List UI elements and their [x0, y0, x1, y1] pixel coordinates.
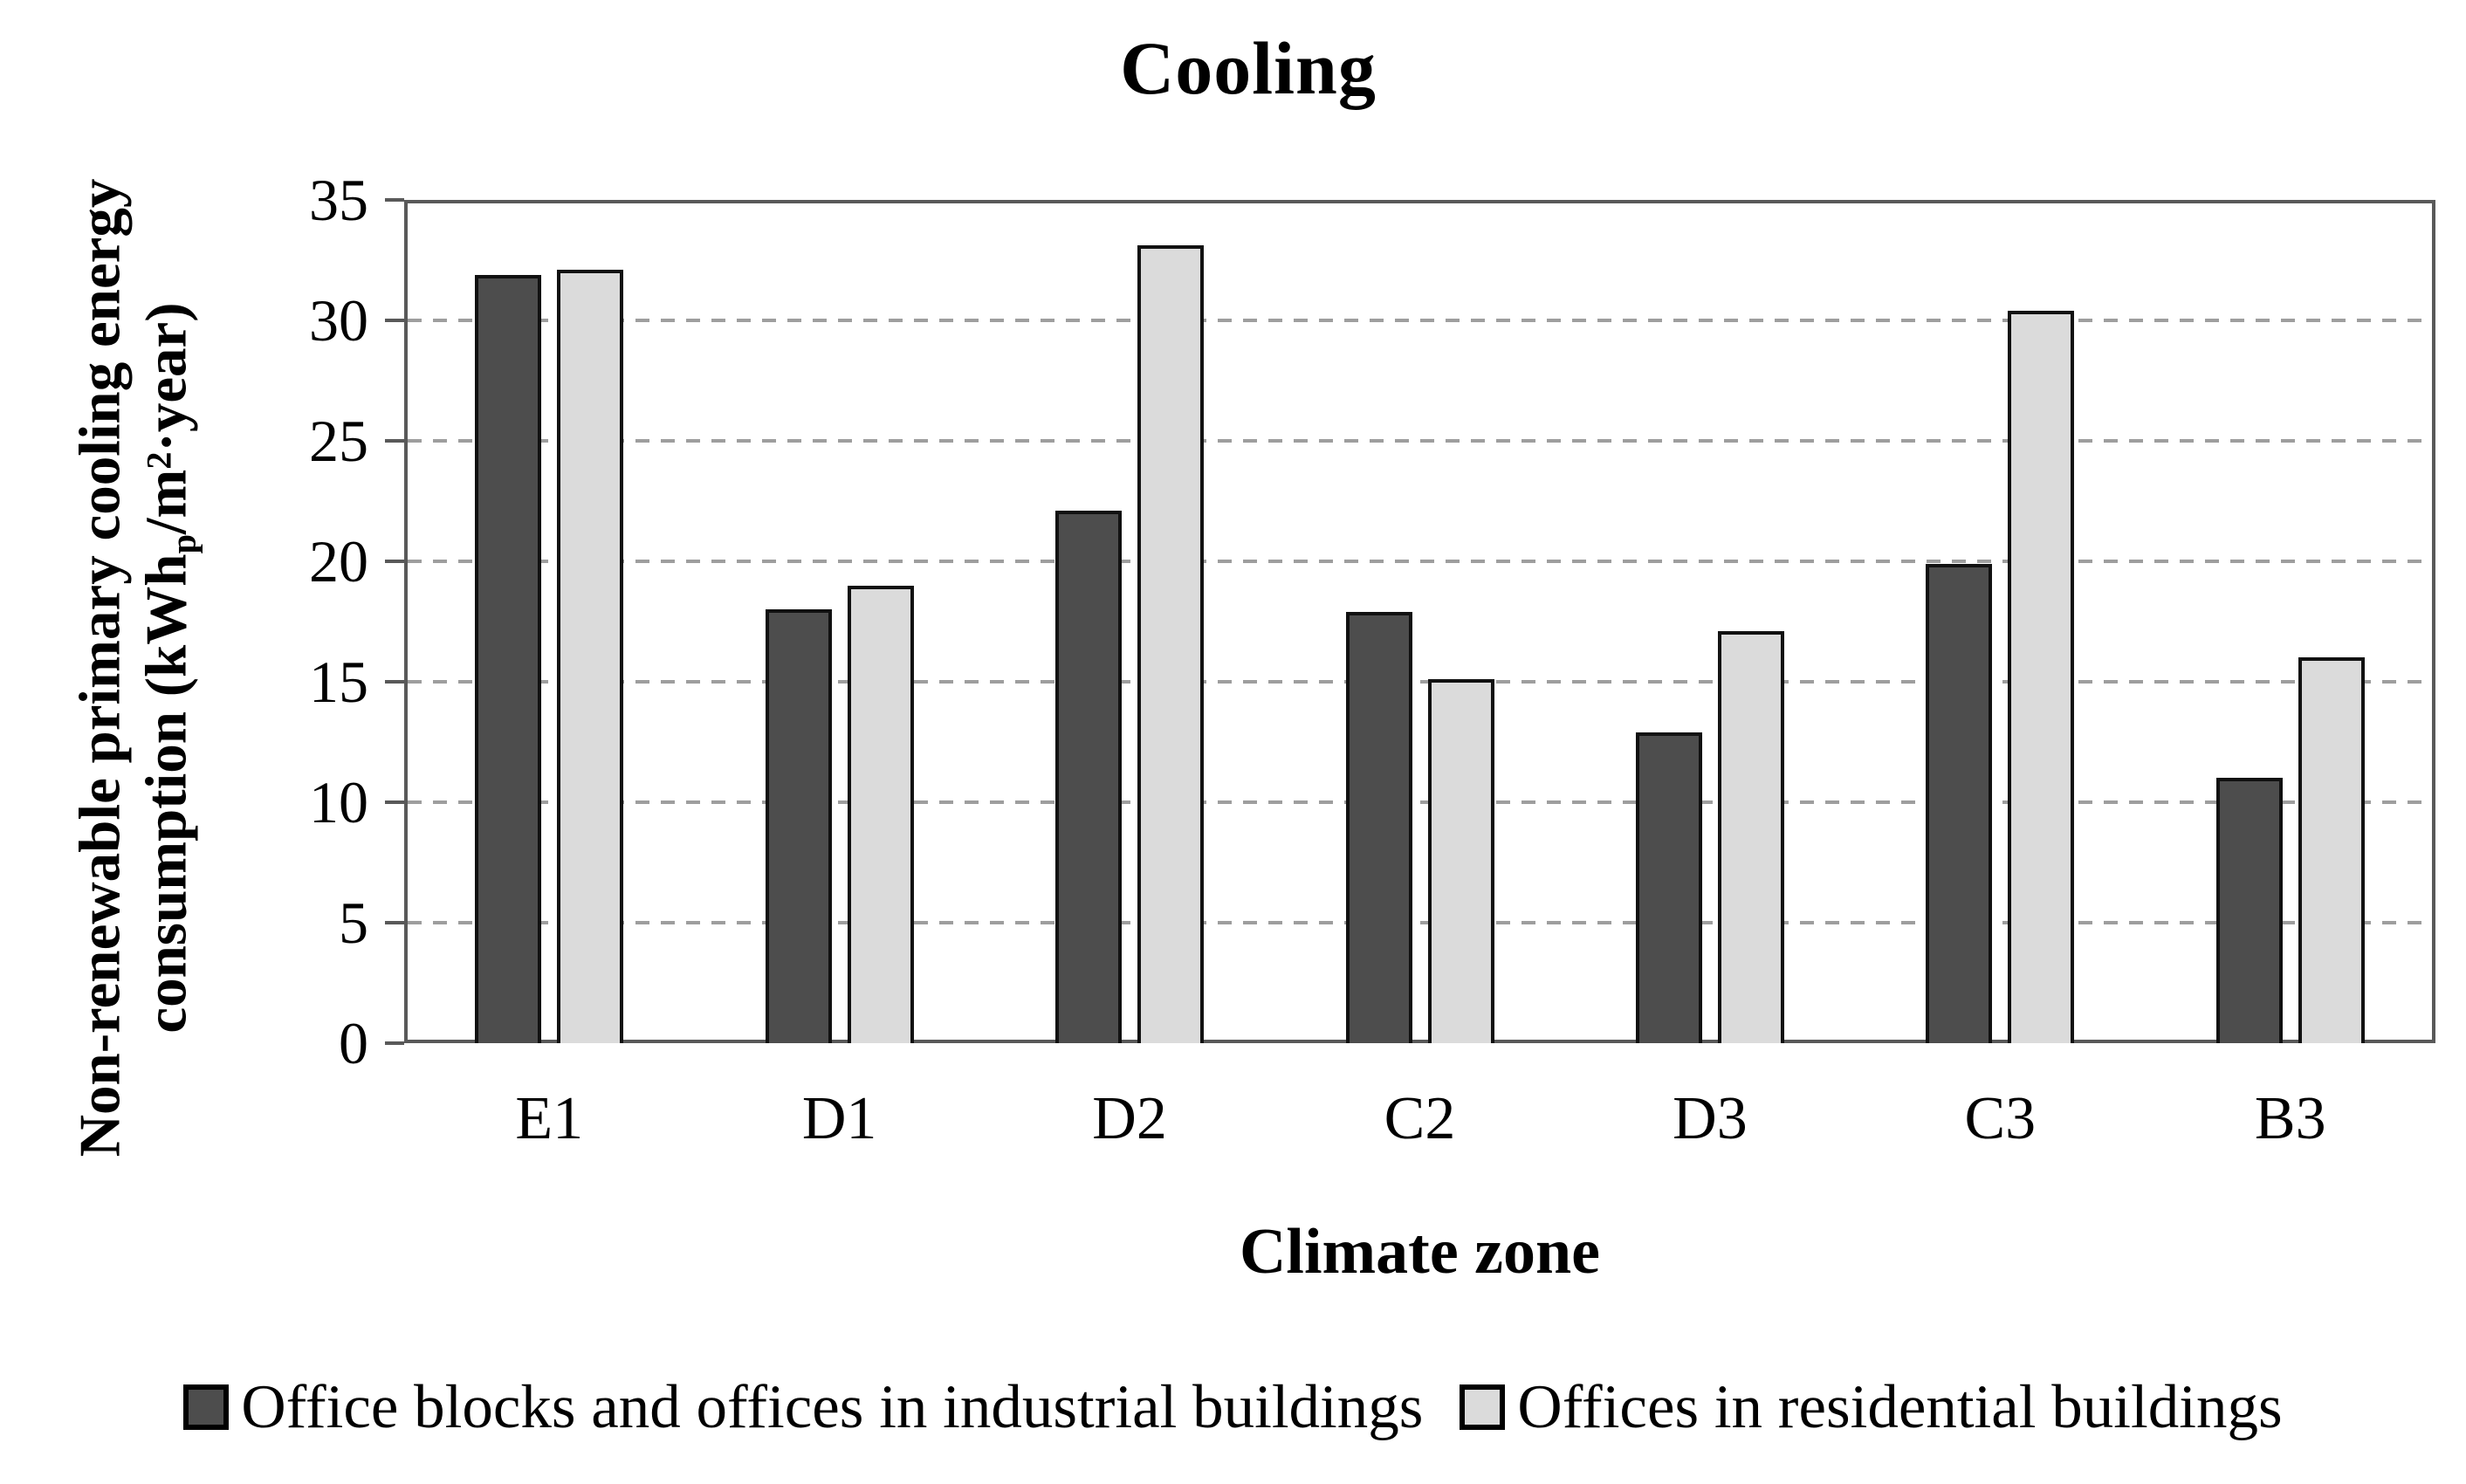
legend: Office blocks and offices in industrial …	[0, 1372, 2466, 1442]
y-gridline-15	[408, 680, 2432, 684]
x-tick-label-D2: D2	[1092, 1085, 1167, 1152]
y-tick-label-10: 10	[309, 769, 368, 835]
bar-C3-series1	[1926, 564, 1993, 1043]
y-tick-mark-10	[385, 800, 404, 804]
y-tick-mark-0	[385, 1041, 404, 1045]
y-tick-label-15: 15	[309, 649, 368, 715]
legend-swatch-series2	[1460, 1384, 1506, 1430]
y-tick-mark-30	[385, 319, 404, 322]
legend-label-series2: Offices in residential buildings	[1517, 1373, 2283, 1441]
legend-item-series1: Office blocks and offices in industrial …	[183, 1372, 1423, 1442]
bar-E1-series2	[557, 270, 624, 1043]
bar-D2-series1	[1055, 511, 1123, 1043]
y-axis-title-fragment: /m	[134, 469, 199, 535]
bar-C3-series2	[2008, 311, 2075, 1043]
bar-C2-series1	[1345, 612, 1412, 1043]
bar-D1-series1	[765, 609, 832, 1043]
legend-swatch-series1	[183, 1384, 230, 1430]
y-tick-label-30: 30	[309, 287, 368, 354]
y-gridline-10	[408, 800, 2432, 804]
y-tick-label-20: 20	[309, 528, 368, 594]
chart-title: Cooling	[1120, 26, 1377, 110]
x-tick-label-E1: E1	[515, 1085, 584, 1152]
y-tick-label-35: 35	[309, 167, 368, 233]
legend-item-series2: Offices in residential buildings	[1460, 1372, 2283, 1442]
y-tick-mark-35	[385, 198, 404, 202]
bar-B3-series2	[2298, 657, 2365, 1043]
y-gridline-25	[408, 439, 2432, 443]
y-tick-mark-15	[385, 680, 404, 684]
y-tick-label-25: 25	[309, 408, 368, 474]
y-tick-mark-5	[385, 921, 404, 924]
bar-E1-series1	[475, 275, 542, 1043]
y-gridline-20	[408, 560, 2432, 563]
x-axis-title: Climate zone	[1239, 1216, 1601, 1288]
bar-D3-series2	[1717, 631, 1784, 1043]
y-tick-label-5: 5	[339, 890, 368, 956]
x-tick-label-C3: C3	[1964, 1085, 2037, 1152]
x-tick-label-B3: B3	[2254, 1085, 2326, 1152]
y-tick-label-0: 0	[339, 1010, 368, 1076]
bar-D1-series2	[847, 586, 914, 1043]
bar-B3-series1	[2215, 778, 2283, 1043]
y-tick-mark-20	[385, 560, 404, 563]
y-tick-mark-25	[385, 439, 404, 443]
bar-D3-series1	[1635, 732, 1702, 1043]
x-tick-label-C2: C2	[1384, 1085, 1456, 1152]
x-tick-label-D1: D1	[801, 1085, 877, 1152]
y-gridline-30	[408, 319, 2432, 322]
y-axis-title-line1: Non-renewable primary cooling energy	[67, 178, 133, 1158]
bar-C2-series2	[1427, 679, 1494, 1043]
bar-D2-series2	[1137, 245, 1205, 1043]
y-gridline-5	[408, 921, 2432, 924]
legend-label-series1: Office blocks and offices in industrial …	[241, 1373, 1424, 1441]
x-tick-label-D3: D3	[1673, 1085, 1748, 1152]
plot-area	[404, 200, 2435, 1043]
